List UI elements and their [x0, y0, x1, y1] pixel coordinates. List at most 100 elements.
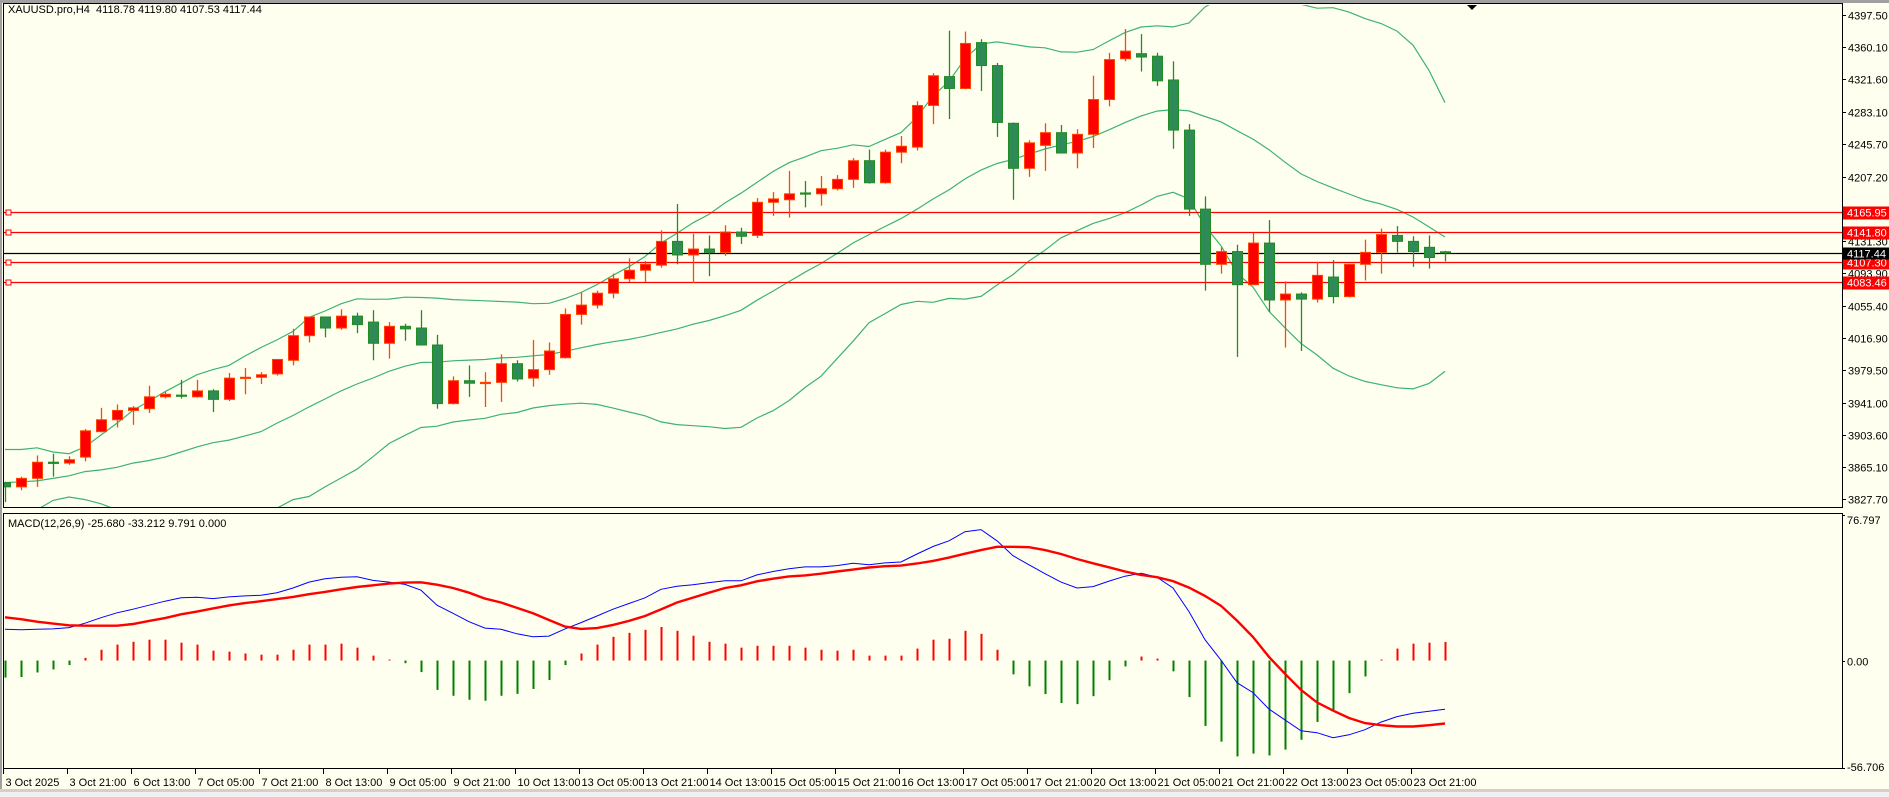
candle-body [496, 363, 507, 383]
price-axis-label: 4245.70 [1848, 140, 1888, 152]
candle [96, 407, 107, 433]
symbol-label: XAUUSD.pro,H4 [8, 4, 90, 16]
candle-body [320, 316, 331, 329]
candle-body [1120, 50, 1131, 60]
candle-body [1024, 142, 1035, 169]
candle-body [928, 75, 939, 106]
line-handle-icon [5, 259, 12, 266]
time-axis-label: 3 Oct 2025 [6, 777, 60, 789]
candle [1040, 123, 1051, 171]
time-axis-label: 13 Oct 21:00 [646, 777, 709, 789]
candle [544, 342, 555, 375]
candle [1408, 236, 1419, 267]
line-price-tag [1843, 226, 1889, 240]
candle [16, 476, 27, 491]
candle-body [336, 315, 347, 329]
time-axis-label: 21 Oct 21:00 [1222, 777, 1285, 789]
candle-body [576, 304, 587, 315]
price-axis-label: 4016.90 [1848, 334, 1888, 346]
time-axis-label: 7 Oct 05:00 [198, 777, 255, 789]
candle-body [944, 76, 955, 89]
macd-axis-label: 76.797 [1847, 515, 1881, 527]
candle [480, 372, 491, 408]
candle-body [672, 240, 683, 256]
candle [1248, 232, 1259, 286]
line-handle-icon [5, 229, 12, 236]
candle-body [832, 178, 843, 190]
candle-body [128, 407, 139, 411]
candle-body [1232, 251, 1243, 286]
current-price-label: 4117.44 [1847, 249, 1886, 261]
candle-body [1136, 53, 1147, 58]
candle [1392, 226, 1403, 253]
time-axis-label: 7 Oct 21:00 [262, 777, 319, 789]
candle-body [1392, 234, 1403, 242]
candle [192, 379, 203, 398]
candle-body [528, 369, 539, 379]
candle [32, 455, 43, 487]
candle-body [512, 363, 523, 380]
candle-body [192, 390, 203, 398]
candle-body [112, 409, 123, 421]
macd-main-line [4, 529, 1446, 739]
candle [1280, 281, 1291, 348]
candle [384, 322, 395, 359]
price-axis-label: 3979.50 [1848, 366, 1888, 378]
price-axis-label: 4397.50 [1848, 11, 1888, 23]
candle [1360, 239, 1371, 281]
candle-body [592, 292, 603, 306]
price-axis-label: 3941.00 [1848, 399, 1888, 411]
candle [528, 339, 539, 387]
time-axis-label: 13 Oct 05:00 [582, 777, 645, 789]
candle-body [704, 248, 715, 253]
candle [880, 149, 891, 184]
candle [304, 316, 315, 343]
line-price-label: 4083.46 [1847, 278, 1887, 290]
macd-axis-label: -56.706 [1847, 762, 1884, 774]
candle-body [384, 325, 395, 344]
candle [864, 149, 875, 184]
candle-body [160, 393, 171, 398]
candle-body [1152, 55, 1163, 82]
candle-body [208, 390, 219, 400]
candle-body [448, 380, 459, 405]
time-axis-label: 16 Oct 13:00 [902, 777, 965, 789]
candle [288, 328, 299, 366]
candle [208, 389, 219, 413]
candle-body [400, 325, 411, 330]
candle-body [1328, 276, 1339, 298]
candle [1440, 250, 1451, 262]
candle-body [432, 344, 443, 405]
candle-body [272, 358, 283, 375]
candle [1264, 220, 1275, 312]
time-axis-label: 15 Oct 21:00 [838, 777, 901, 789]
candle [560, 308, 571, 359]
time-axis-label: 17 Oct 05:00 [966, 777, 1029, 789]
candle [1136, 34, 1147, 72]
price-axis-label: 4283.10 [1848, 108, 1888, 120]
candle-body [1248, 242, 1259, 286]
time-axis-label: 6 Oct 13:00 [134, 777, 191, 789]
price-plot [4, 5, 1842, 507]
macd-header: MACD(12,26,9) -25.680 -33.212 9.791 0.00… [8, 518, 227, 530]
candle [688, 233, 699, 283]
line-price-tag [1843, 276, 1889, 290]
candle-body [1072, 133, 1083, 154]
macd-axis-label: 0.00 [1847, 657, 1868, 669]
line-price-label: 4165.95 [1847, 208, 1887, 220]
window-top-border [0, 0, 1889, 3]
candle-body [896, 145, 907, 153]
candle [704, 235, 715, 277]
candle-body [368, 321, 379, 344]
candle [1104, 52, 1115, 107]
candle [1296, 292, 1307, 351]
candle-body [784, 193, 795, 201]
candle [1200, 196, 1211, 291]
candle-body [912, 104, 923, 148]
candle-body [64, 459, 75, 464]
macd-panel-frame [3, 513, 1843, 769]
candle [928, 73, 939, 125]
candle [672, 203, 683, 265]
